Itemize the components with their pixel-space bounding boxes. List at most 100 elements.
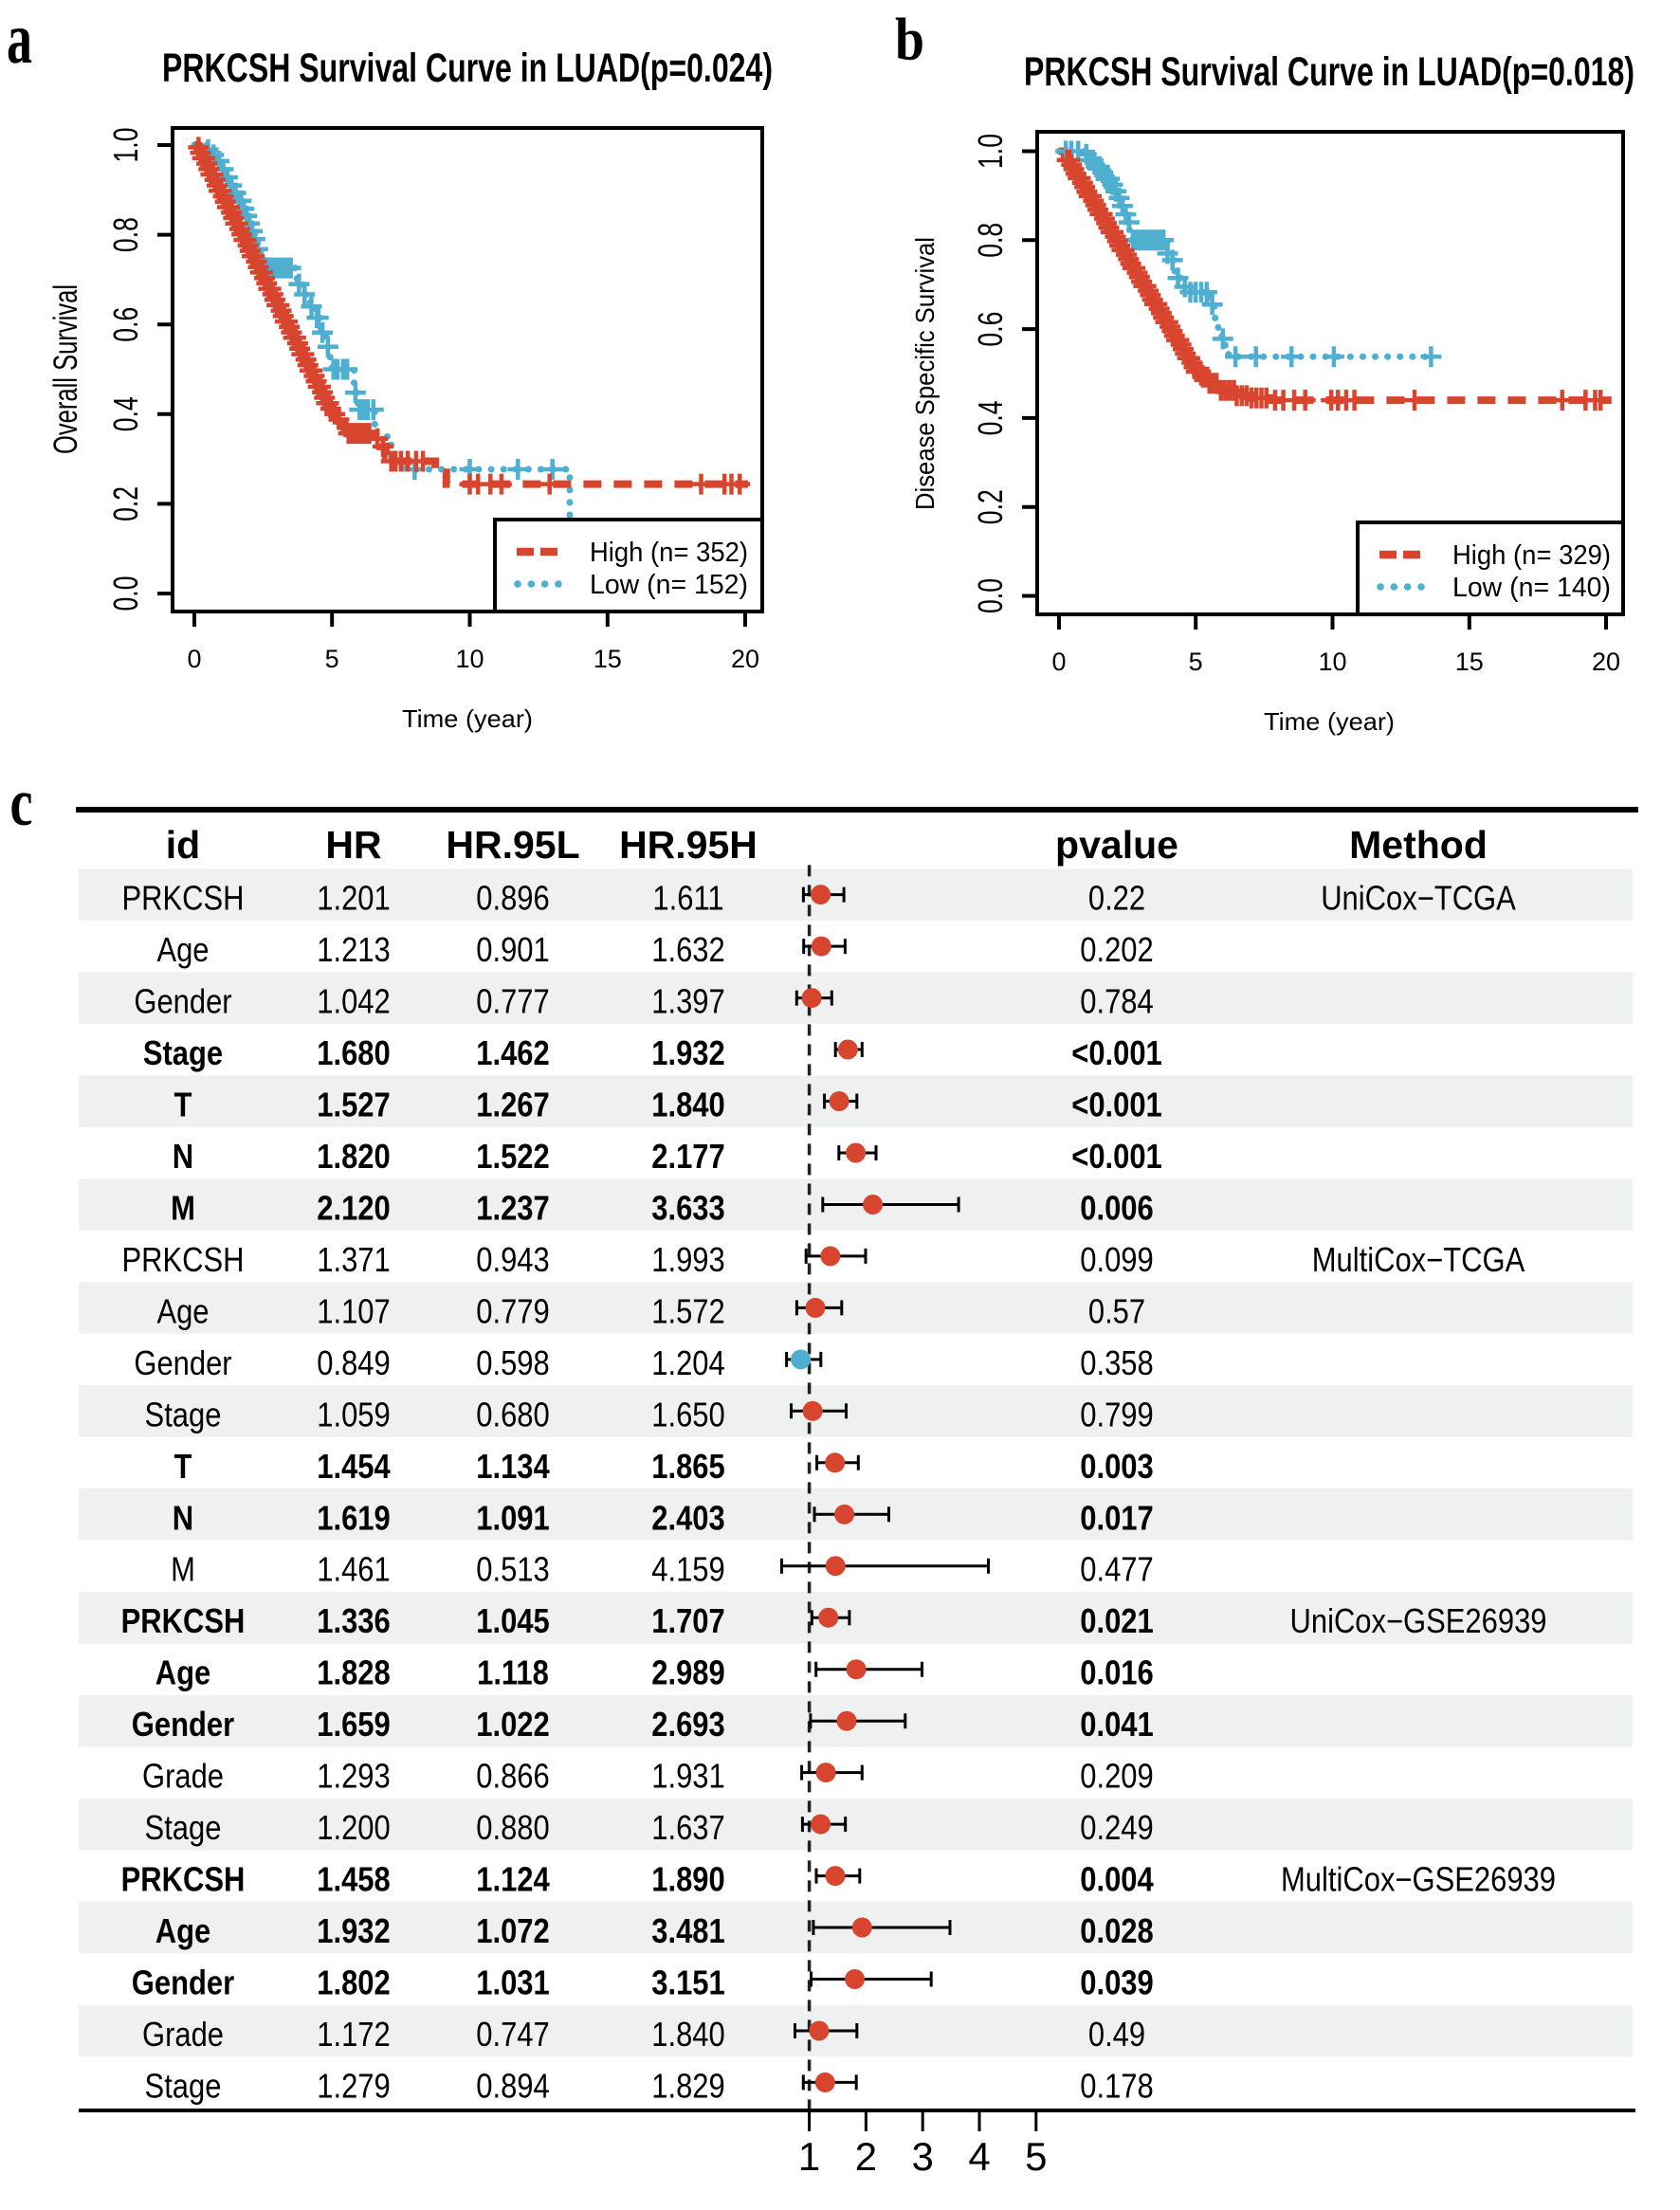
svg-text:1.107: 1.107	[317, 1291, 391, 1330]
svg-text:1.0: 1.0	[106, 128, 145, 163]
svg-text:Stage: Stage	[143, 1033, 223, 1072]
svg-text:1.650: 1.650	[651, 1395, 725, 1434]
svg-text:4: 4	[968, 2134, 990, 2179]
svg-text:1.397: 1.397	[651, 982, 725, 1021]
svg-text:<0.001: <0.001	[1071, 1137, 1162, 1176]
svg-text:c: c	[10, 766, 33, 840]
svg-text:PRKCSH Survival Curve in LUAD(: PRKCSH Survival Curve in LUAD(p=0.024)	[162, 46, 773, 91]
svg-text:1.637: 1.637	[651, 1808, 725, 1847]
svg-text:0.57: 0.57	[1088, 1291, 1145, 1330]
svg-text:HR.95H: HR.95H	[619, 823, 758, 867]
svg-text:3.633: 3.633	[651, 1189, 725, 1228]
svg-text:15: 15	[593, 645, 622, 673]
svg-text:1.031: 1.031	[476, 1963, 550, 2002]
svg-text:PRKCSH: PRKCSH	[122, 879, 245, 918]
svg-text:1.802: 1.802	[317, 1963, 391, 2002]
svg-text:2.693: 2.693	[651, 1705, 725, 1744]
svg-text:1.611: 1.611	[652, 879, 723, 918]
svg-text:0.006: 0.006	[1080, 1189, 1154, 1228]
svg-text:1.461: 1.461	[317, 1550, 391, 1589]
svg-text:0: 0	[1051, 648, 1066, 676]
svg-text:1.619: 1.619	[317, 1498, 391, 1537]
svg-text:a: a	[7, 0, 32, 79]
svg-text:Age: Age	[155, 1911, 211, 1950]
svg-text:1.124: 1.124	[476, 1860, 550, 1899]
svg-text:0.894: 0.894	[476, 2066, 550, 2105]
svg-text:0.028: 0.028	[1080, 1911, 1154, 1950]
svg-text:0.004: 0.004	[1080, 1860, 1154, 1899]
svg-text:3: 3	[912, 2134, 934, 2179]
svg-text:MultiCox−GSE26939: MultiCox−GSE26939	[1281, 1860, 1556, 1899]
svg-text:N: N	[173, 1498, 193, 1537]
svg-text:0.680: 0.680	[476, 1395, 550, 1434]
svg-text:pvalue: pvalue	[1055, 823, 1178, 867]
svg-text:1.118: 1.118	[477, 1653, 549, 1692]
svg-text:0.779: 0.779	[476, 1291, 550, 1330]
svg-text:0.021: 0.021	[1080, 1601, 1154, 1640]
svg-text:T: T	[174, 1447, 192, 1486]
svg-text:1.680: 1.680	[317, 1033, 391, 1072]
svg-text:1.045: 1.045	[476, 1601, 550, 1640]
svg-text:1.0: 1.0	[971, 134, 1010, 169]
svg-text:0.8: 0.8	[971, 223, 1010, 258]
svg-text:0.178: 0.178	[1080, 2066, 1154, 2105]
svg-text:0.8: 0.8	[106, 217, 145, 252]
svg-text:1.462: 1.462	[476, 1033, 550, 1072]
svg-text:Method: Method	[1349, 823, 1488, 867]
svg-text:1.829: 1.829	[651, 2066, 725, 2105]
svg-text:Age: Age	[156, 1291, 209, 1330]
svg-text:Gender: Gender	[132, 1705, 234, 1744]
svg-text:0.099: 0.099	[1080, 1240, 1154, 1279]
svg-text:PRKCSH: PRKCSH	[122, 1240, 245, 1279]
svg-text:0.598: 0.598	[476, 1343, 550, 1382]
svg-text:1.172: 1.172	[317, 2015, 391, 2054]
svg-text:Disease Specific Survival: Disease Specific Survival	[910, 237, 940, 510]
svg-text:0.477: 0.477	[1080, 1550, 1154, 1589]
svg-text:1.527: 1.527	[317, 1086, 391, 1124]
svg-text:Age: Age	[156, 930, 209, 969]
svg-text:0.866: 0.866	[476, 1757, 550, 1796]
svg-text:0.747: 0.747	[476, 2015, 550, 2054]
svg-text:3.481: 3.481	[651, 1911, 725, 1950]
svg-text:1.828: 1.828	[317, 1653, 391, 1692]
svg-text:0.513: 0.513	[476, 1550, 550, 1589]
svg-text:0.896: 0.896	[476, 879, 550, 918]
svg-text:0.49: 0.49	[1088, 2015, 1145, 2054]
svg-text:High (n= 352): High (n= 352)	[590, 538, 748, 568]
svg-text:1.134: 1.134	[476, 1447, 550, 1486]
svg-text:id: id	[166, 823, 200, 867]
svg-text:Gender: Gender	[134, 1343, 231, 1382]
svg-text:0.202: 0.202	[1080, 930, 1154, 969]
svg-text:0.4: 0.4	[971, 400, 1010, 435]
svg-text:0.0: 0.0	[971, 578, 1010, 613]
svg-text:1.042: 1.042	[317, 982, 391, 1021]
svg-text:1.072: 1.072	[476, 1911, 550, 1950]
svg-text:5: 5	[325, 645, 339, 673]
svg-text:1.840: 1.840	[651, 1086, 725, 1124]
svg-text:0.017: 0.017	[1080, 1498, 1154, 1537]
svg-text:0.22: 0.22	[1088, 879, 1145, 918]
svg-text:Stage: Stage	[145, 1808, 222, 1847]
svg-text:1.632: 1.632	[651, 930, 725, 969]
svg-text:PRKCSH: PRKCSH	[121, 1601, 246, 1640]
svg-text:1.840: 1.840	[651, 2015, 725, 2054]
svg-text:0.039: 0.039	[1080, 1963, 1154, 2002]
svg-text:3.151: 3.151	[651, 1963, 725, 2002]
svg-text:15: 15	[1455, 648, 1484, 676]
svg-text:1.454: 1.454	[317, 1447, 391, 1486]
svg-text:1.237: 1.237	[476, 1189, 550, 1228]
svg-text:Grade: Grade	[142, 2015, 224, 2054]
svg-text:1: 1	[798, 2134, 820, 2179]
svg-text:1.931: 1.931	[651, 1757, 725, 1796]
svg-text:0.2: 0.2	[971, 489, 1010, 524]
svg-text:Low (n= 140): Low (n= 140)	[1452, 573, 1611, 603]
svg-text:2.403: 2.403	[651, 1498, 725, 1537]
svg-text:1.572: 1.572	[651, 1291, 725, 1330]
svg-text:M: M	[171, 1189, 195, 1228]
svg-text:1.201: 1.201	[317, 879, 391, 918]
svg-text:1.336: 1.336	[317, 1601, 391, 1640]
svg-text:2.120: 2.120	[317, 1189, 391, 1228]
svg-text:1.279: 1.279	[317, 2066, 391, 2105]
svg-text:PRKCSH: PRKCSH	[121, 1860, 246, 1899]
svg-text:0.041: 0.041	[1080, 1705, 1154, 1744]
